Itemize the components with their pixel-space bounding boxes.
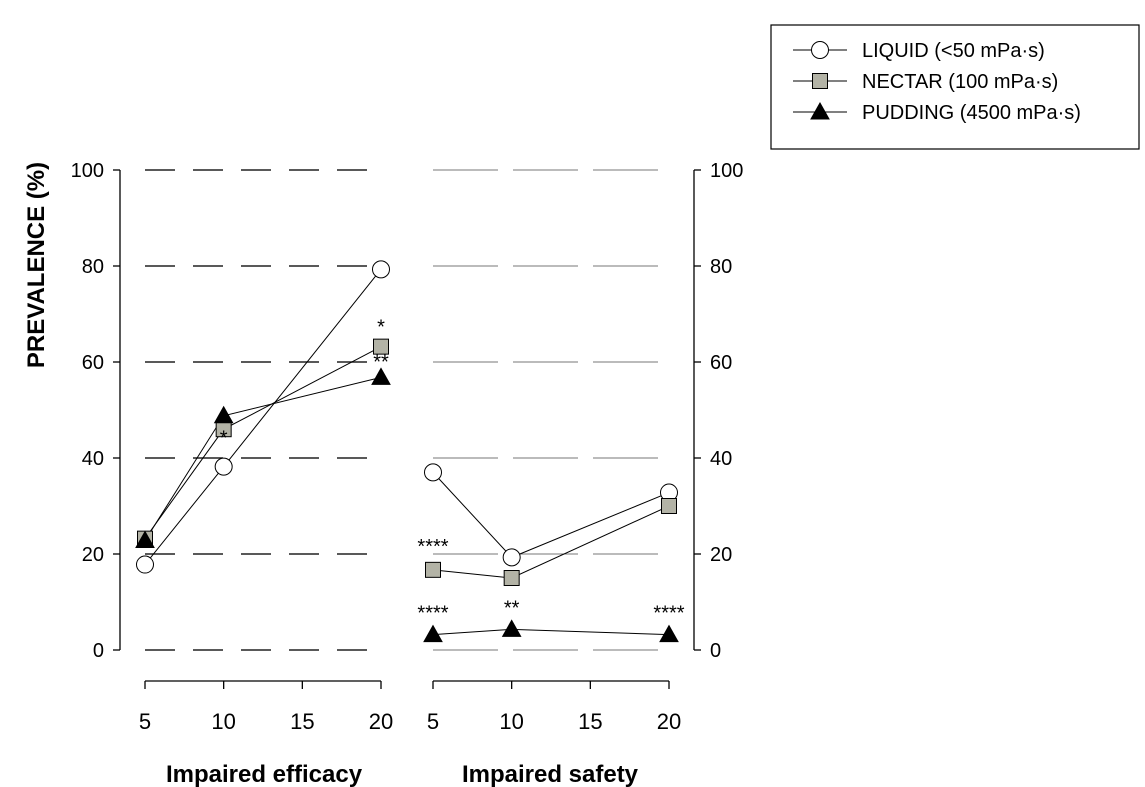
legend-label-liquid: LIQUID (<50 mPa·s) xyxy=(862,40,1045,62)
data-point-liquid xyxy=(372,260,390,279)
x-tick-label: 20 xyxy=(657,709,681,734)
significance-marker: * xyxy=(377,317,385,339)
legend: LIQUID (<50 mPa·s) NECTAR (100 mPa·s) PUDD… xyxy=(770,24,1140,150)
x-tick-label: 5 xyxy=(139,709,151,734)
significance-marker: **** xyxy=(417,536,448,558)
significance-marker: * xyxy=(220,428,228,450)
data-point-pudding xyxy=(501,619,522,637)
series-line-liquid-panel-1 xyxy=(144,269,382,565)
significance-annotations: ************ ** **** xyxy=(220,317,685,625)
significance-marker: **** xyxy=(417,603,448,625)
data-point-nectar xyxy=(373,338,389,355)
legend-marker-pudding xyxy=(810,101,830,120)
data-point-nectar xyxy=(425,561,441,578)
series-line-pudding-panel-2 xyxy=(432,628,670,636)
left-y-tick-label: 40 xyxy=(82,448,104,470)
x-axis-label-safety: Impaired safety xyxy=(462,761,639,787)
series-line-nectar-panel-1 xyxy=(144,346,382,539)
y-axis-label: PREVALENCE (%) xyxy=(23,162,50,368)
legend-label-nectar: NECTAR (100 mPa·s) xyxy=(862,71,1058,93)
significance-marker: **** xyxy=(653,603,684,625)
series-line-liquid-panel-2 xyxy=(432,472,670,558)
left-y-tick-label: 100 xyxy=(71,160,104,182)
right-panel-gridlines xyxy=(433,169,665,651)
data-point-pudding xyxy=(659,624,679,643)
data-point-pudding xyxy=(135,530,155,549)
data-point-pudding xyxy=(371,367,391,385)
right-y-tick-label: 0 xyxy=(710,640,721,662)
legend-box xyxy=(770,24,1140,150)
x-tick-label: 15 xyxy=(290,709,314,734)
right-y-tick-label: 80 xyxy=(710,256,732,278)
legend-marker-liquid xyxy=(811,41,829,59)
data-point-liquid xyxy=(502,548,521,567)
x-tick-label: 15 xyxy=(578,709,602,734)
left-y-tick-label: 80 xyxy=(82,256,104,278)
series-line-pudding-panel-1 xyxy=(144,376,382,541)
series-line-nectar-panel-2 xyxy=(432,505,670,579)
right-y-tick-label: 20 xyxy=(710,544,732,566)
legend-marker-nectar xyxy=(812,73,828,89)
data-point-liquid xyxy=(424,463,442,482)
left-panel-gridlines xyxy=(145,169,381,651)
x-tick-label: 10 xyxy=(211,709,235,734)
data-point-pudding xyxy=(423,624,443,643)
right-y-tick-label: 60 xyxy=(710,352,732,374)
x-tick-label: 5 xyxy=(427,709,439,734)
left-y-tick-label: 60 xyxy=(82,352,104,374)
data-point-nectar xyxy=(661,498,677,514)
axes: 0 20 40 60 80 100 0 20 40 60 80 100 5 10 15 20 5 10 15 20 xyxy=(71,160,744,734)
left-y-tick-label: 20 xyxy=(82,544,104,566)
data-point-liquid xyxy=(214,457,233,476)
significance-marker: ** xyxy=(504,597,520,619)
data-point-nectar xyxy=(503,570,520,586)
x-tick-label: 10 xyxy=(499,709,523,734)
significance-marker: ** xyxy=(373,351,389,373)
data-point-pudding xyxy=(213,405,234,424)
left-y-tick-label: 0 xyxy=(93,640,104,662)
series-markers xyxy=(135,260,679,643)
right-y-tick-label: 40 xyxy=(710,448,732,470)
x-tick-label: 20 xyxy=(369,709,393,734)
x-axis-label-efficacy: Impaired efficacy xyxy=(166,761,363,787)
right-y-tick-label: 100 xyxy=(710,160,743,182)
series-lines xyxy=(144,269,670,636)
legend-label-pudding: PUDDING (4500 mPa·s) xyxy=(862,102,1081,124)
data-point-liquid xyxy=(136,555,154,574)
